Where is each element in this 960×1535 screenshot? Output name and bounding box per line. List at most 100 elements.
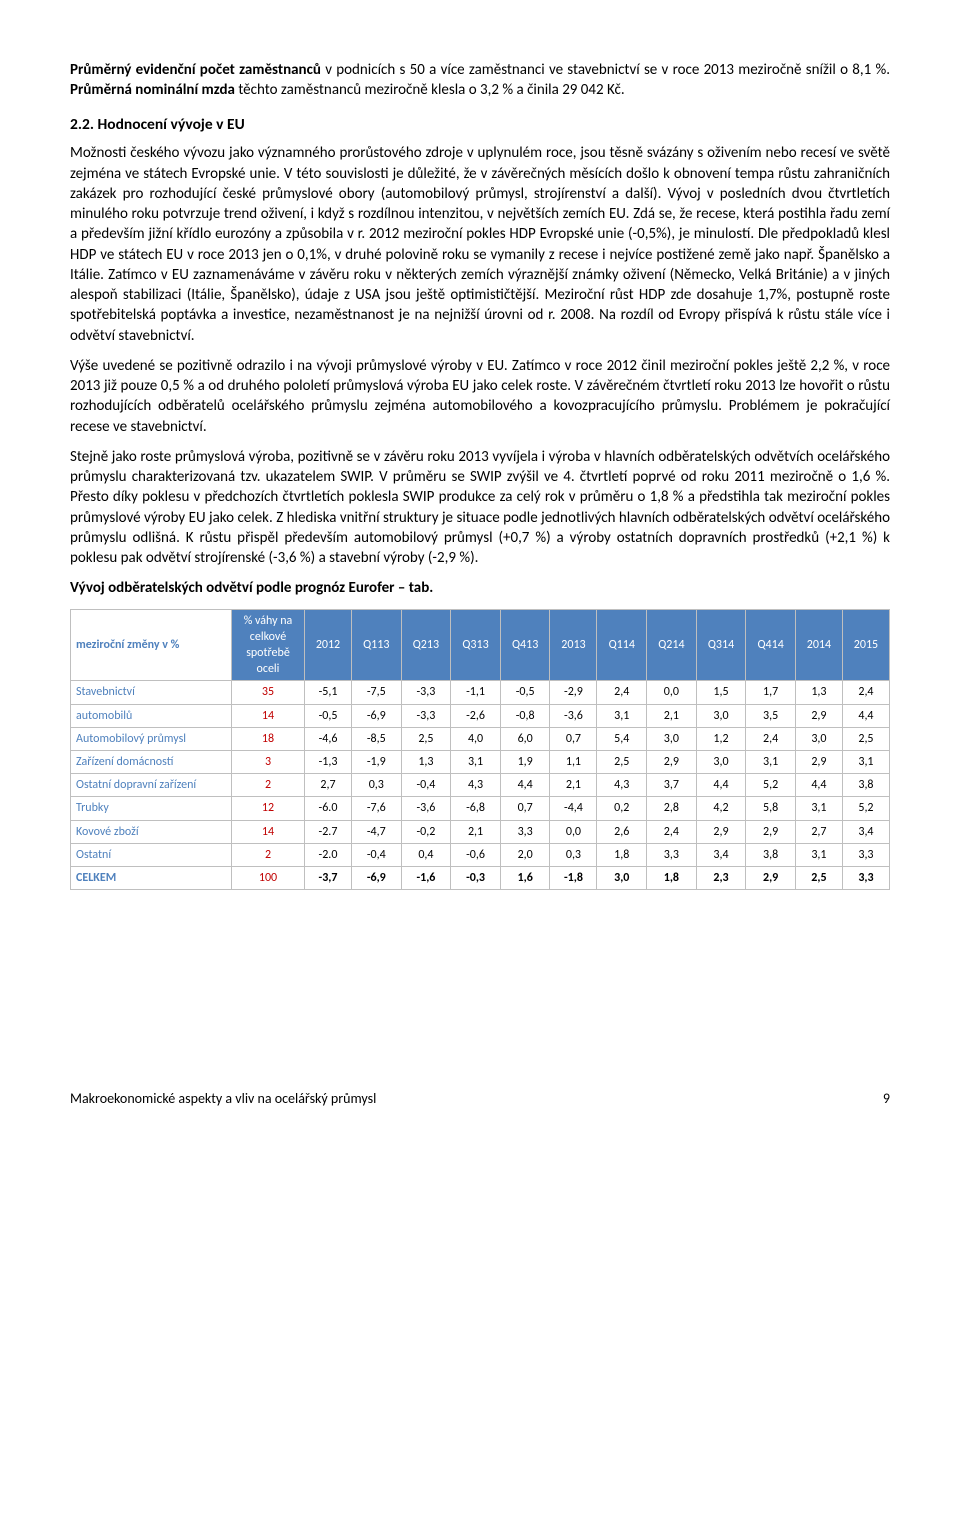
weight-cell: 12 [232,797,305,820]
value-cell: 2,7 [795,820,842,843]
value-cell: -0,8 [500,704,550,727]
value-cell: 4,4 [500,774,550,797]
table-header-cell: Q114 [597,609,647,681]
value-cell: -2,6 [451,704,501,727]
weight-cell: 18 [232,727,305,750]
value-cell: 2,6 [597,820,647,843]
table-header-cell: Q213 [401,609,451,681]
value-cell: -0,6 [451,843,501,866]
value-cell: 1,7 [746,681,796,704]
value-cell: -1,6 [401,866,451,889]
table-header-cell: 2013 [550,609,597,681]
value-cell: 3,1 [597,704,647,727]
table-row: Stavebnictví35-5,1-7,5-3,3-1,1-0,5-2,92,… [71,681,890,704]
table-row: Ostatní dopravní zařízení22,70,3-0,44,34… [71,774,890,797]
value-cell: -6,9 [351,866,401,889]
table-row: Trubky12-6.0-7,6-3,6-6,80,7-4,40,22,84,2… [71,797,890,820]
value-cell: 3,0 [696,704,746,727]
table-header-cell: Q113 [351,609,401,681]
value-cell: 3,4 [842,820,889,843]
value-cell: 1,6 [500,866,550,889]
value-cell: 2,0 [500,843,550,866]
table-row: Kovové zboží14-2.7-4,7-0,22,13,30,02,62,… [71,820,890,843]
value-cell: -2,9 [550,681,597,704]
value-cell: 0,3 [351,774,401,797]
value-cell: 3,1 [451,750,501,773]
value-cell: 3,8 [842,774,889,797]
value-cell: 2,1 [647,704,697,727]
intro-bold-1: Průměrný evidenční počet zaměstnanců [70,61,321,79]
value-cell: 1,3 [795,681,842,704]
row-label: automobilů [71,704,232,727]
value-cell: -4,4 [550,797,597,820]
value-cell: 2,1 [451,820,501,843]
value-cell: -3,7 [305,866,352,889]
value-cell: 0,4 [401,843,451,866]
value-cell: 2,3 [696,866,746,889]
value-cell: 4,3 [451,774,501,797]
value-cell: 3,0 [795,727,842,750]
value-cell: -0,4 [351,843,401,866]
table-header-cell: Q413 [500,609,550,681]
row-label: Ostatní [71,843,232,866]
value-cell: 1,5 [696,681,746,704]
eurofer-table: meziroční změny v %% váhy na celkové spo… [70,609,890,890]
value-cell: -3,3 [401,704,451,727]
row-label: Trubky [71,797,232,820]
table-header-cell: 2015 [842,609,889,681]
value-cell: 5,2 [746,774,796,797]
table-header-cell: 2014 [795,609,842,681]
weight-cell: 35 [232,681,305,704]
value-cell: 1,3 [401,750,451,773]
value-cell: -8,5 [351,727,401,750]
value-cell: 1,9 [500,750,550,773]
footer-text: Makroekonomické aspekty a vliv na ocelář… [70,1090,376,1109]
value-cell: 3,0 [696,750,746,773]
value-cell: -1,8 [550,866,597,889]
value-cell: 2,1 [550,774,597,797]
value-cell: 0,3 [550,843,597,866]
value-cell: -0,5 [500,681,550,704]
value-cell: 3,1 [795,797,842,820]
table-header-cell: Q314 [696,609,746,681]
weight-cell: 3 [232,750,305,773]
value-cell: 3,7 [647,774,697,797]
value-cell: -2.0 [305,843,352,866]
value-cell: 4,0 [451,727,501,750]
value-cell: 0,0 [550,820,597,843]
value-cell: 3,3 [647,843,697,866]
value-cell: 1,8 [647,866,697,889]
intro-text-1: v podnicích s 50 a více zaměstnanci ve s… [325,61,890,79]
value-cell: 3,8 [746,843,796,866]
page-footer: Makroekonomické aspekty a vliv na ocelář… [70,1090,890,1109]
row-label: Stavebnictví [71,681,232,704]
value-cell: 5,8 [746,797,796,820]
row-label: CELKEM [71,866,232,889]
value-cell: -2.7 [305,820,352,843]
value-cell: 3,3 [500,820,550,843]
value-cell: -7,6 [351,797,401,820]
value-cell: 4,4 [696,774,746,797]
value-cell: 2,9 [795,750,842,773]
value-cell: -3,3 [401,681,451,704]
table-row: Automobilový průmysl18-4,6-8,52,54,06,00… [71,727,890,750]
value-cell: 1,1 [550,750,597,773]
value-cell: 3,4 [696,843,746,866]
value-cell: 2,4 [647,820,697,843]
value-cell: 3,1 [842,750,889,773]
table-row: Zařízení domácností3-1,3-1,91,33,11,91,1… [71,750,890,773]
value-cell: -6,9 [351,704,401,727]
row-label: Zařízení domácností [71,750,232,773]
paragraph-1: Průměrný evidenční počet zaměstnanců v p… [70,60,890,101]
weight-cell: 14 [232,820,305,843]
paragraph-4: Stejně jako roste průmyslová výroba, poz… [70,447,890,569]
value-cell: -5,1 [305,681,352,704]
value-cell: -1,9 [351,750,401,773]
value-cell: 2,9 [795,704,842,727]
value-cell: 2,5 [401,727,451,750]
value-cell: 3,3 [842,843,889,866]
table-header-cell: Q313 [451,609,501,681]
table-header-cell: meziroční změny v % [71,609,232,681]
weight-cell: 14 [232,704,305,727]
value-cell: 2,4 [746,727,796,750]
